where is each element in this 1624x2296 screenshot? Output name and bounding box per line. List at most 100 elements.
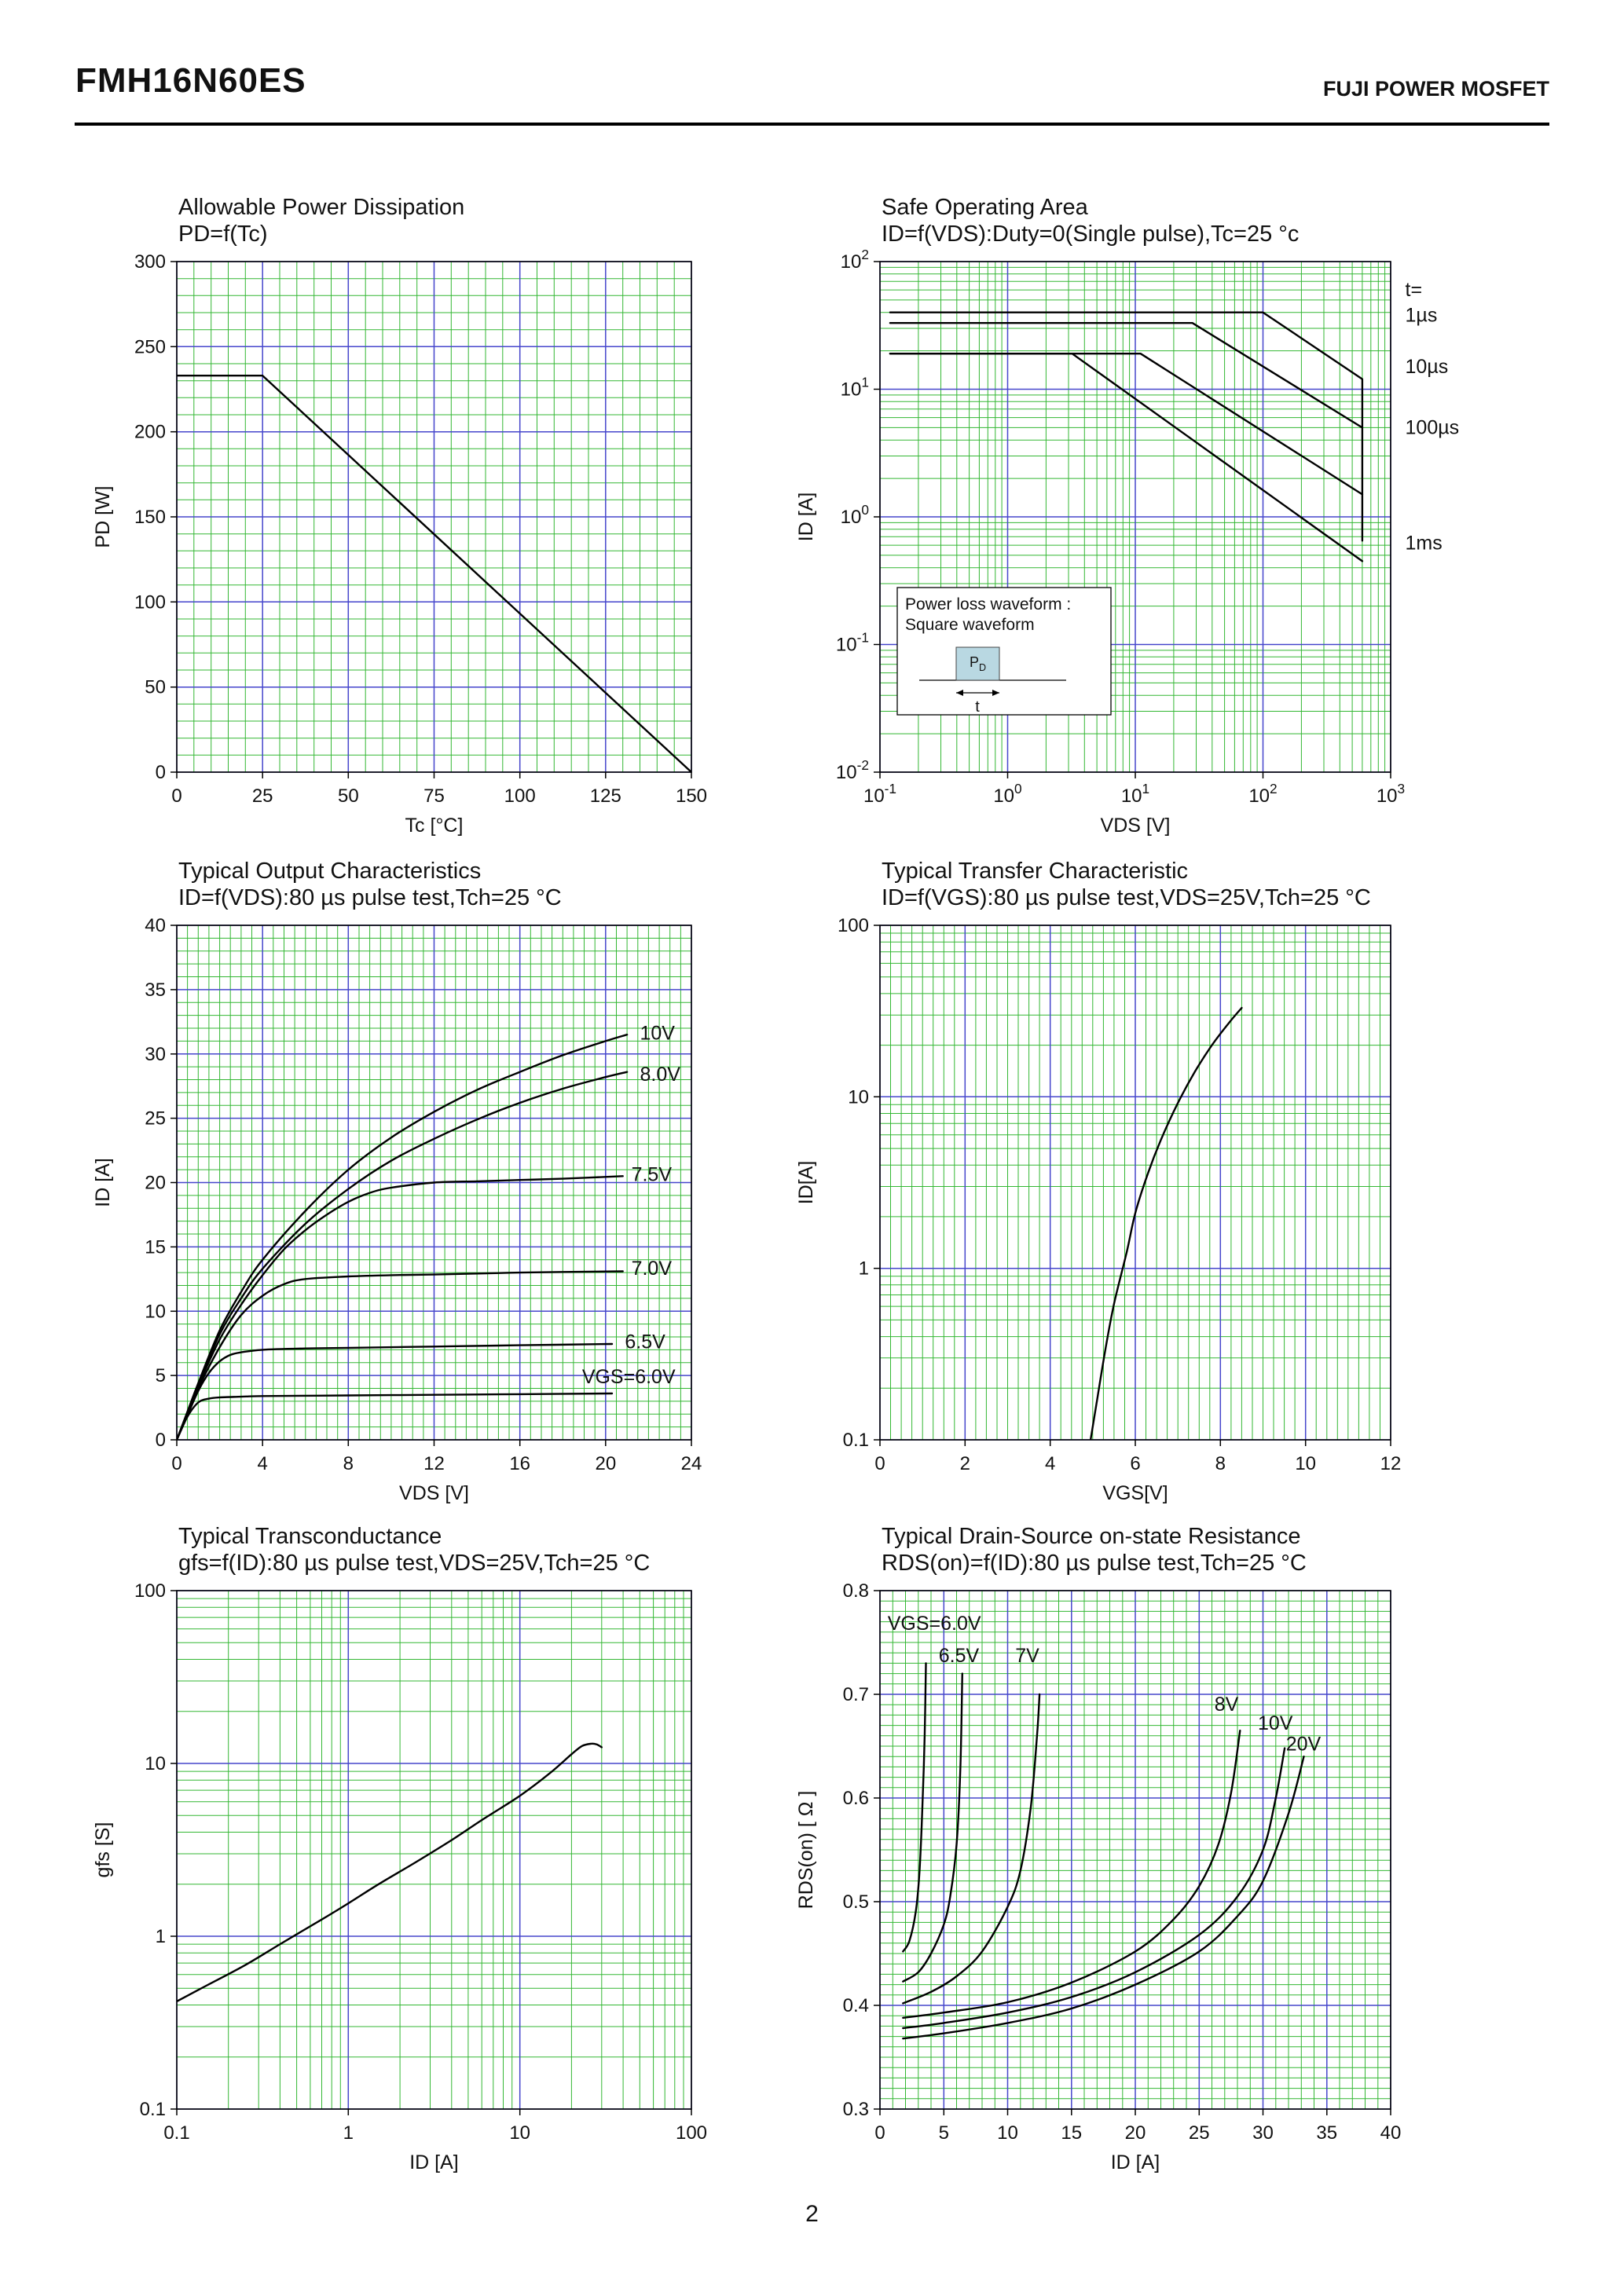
x-tick-label: 10-1 — [863, 781, 896, 807]
y-tick-label: 0.8 — [843, 1580, 869, 1602]
chart-title: Typical Output Characteristics — [178, 859, 481, 884]
x-tick-label: 6 — [1130, 1453, 1140, 1474]
chart-subtitle: ID=f(VGS):80 µs pulse test,VDS=25V,Tch=2… — [882, 885, 1371, 910]
y-tick-label: 0.1 — [843, 1430, 869, 1451]
series-100-s — [889, 353, 1364, 496]
y-tick-label: 0.4 — [843, 1995, 869, 2016]
x-tick-label: 2 — [960, 1453, 970, 1474]
y-tick-label: 10 — [145, 1753, 166, 1774]
series-7v — [902, 1693, 1041, 2005]
x-tick-label: 0 — [171, 785, 181, 807]
y-tick-label: 20 — [145, 1173, 166, 1194]
curve-label: 6.5V — [625, 1331, 665, 1353]
x-tick-label: 101 — [1121, 781, 1149, 807]
chart-subtitle: ID=f(VDS):80 µs pulse test,Tch=25 °C — [178, 885, 562, 910]
page-number: 2 — [805, 2201, 819, 2227]
chart-title: Typical Transconductance — [178, 1524, 442, 1549]
y-tick-label: 100 — [134, 1580, 166, 1602]
x-tick-label: 102 — [1248, 781, 1277, 807]
x-axis-title: ID [A] — [1111, 2151, 1160, 2173]
series-group — [889, 311, 1364, 562]
series-8.0v — [177, 1071, 629, 1440]
grid-major — [176, 261, 692, 773]
series-7.0v — [177, 1270, 624, 1440]
x-tick-label: 20 — [595, 1453, 616, 1474]
series-id — [1089, 1006, 1243, 1440]
x-axis-title: ID [A] — [409, 2151, 459, 2173]
y-tick-label: 5 — [156, 1365, 166, 1386]
y-axis-title: ID [A] — [795, 493, 817, 542]
series-8v — [902, 1730, 1241, 2019]
chart-subtitle: gfs=f(ID):80 µs pulse test,VDS=25V,Tch=2… — [178, 1551, 650, 1576]
y-axis-title: ID[A] — [795, 1161, 817, 1205]
series-20v — [902, 1756, 1305, 2040]
chart-output-characteristics: 0 4 8 12 16 20 24 0 5 10 15 20 25 30 35 40 VDS [V] ID [A]… — [92, 859, 702, 1504]
plot-border — [176, 1590, 692, 2110]
curve-label: 20V — [1286, 1733, 1322, 1755]
axis-ticks — [874, 1590, 1391, 2115]
curve-label: 7V — [1015, 1645, 1039, 1667]
y-tick-label: 10 — [145, 1301, 166, 1322]
curve-label: 7.0V — [632, 1258, 673, 1280]
x-tick-label: 100 — [504, 785, 536, 807]
series-group — [177, 375, 691, 772]
chart-transconductance: 0.1 1 10 100 0.1 1 10 100 ID [A] gfs [S] Typical T… — [92, 1524, 707, 2173]
curve-label: 7.5V — [632, 1164, 673, 1186]
y-tick-label: 50 — [145, 677, 166, 698]
curve-label: VGS=6.0V — [582, 1366, 676, 1388]
x-tick-label: 100 — [993, 781, 1021, 807]
x-tick-label: 12 — [1380, 1453, 1402, 1474]
chart-rds-on: 0 5 10 15 20 25 30 35 40 0.3 0.4 0.5 0.6 0.7 0.8 ID [A]… — [795, 1524, 1402, 2173]
curve-label: 1ms — [1406, 533, 1443, 555]
x-tick-label: 100 — [676, 2122, 707, 2144]
x-tick-label: 50 — [338, 785, 359, 807]
curve-label: 10V — [1258, 1712, 1293, 1734]
axis-ticks — [170, 261, 692, 778]
x-tick-label: 30 — [1252, 2122, 1274, 2144]
y-tick-label: 0 — [156, 1430, 166, 1451]
x-tick-label: 1 — [343, 2122, 354, 2144]
x-tick-label: 8 — [1215, 1453, 1226, 1474]
x-tick-label: 5 — [939, 2122, 949, 2144]
chart-subtitle: ID=f(VDS):Duty=0(Single pulse),Tc=25 °c — [882, 222, 1299, 247]
chart-title: Typical Transfer Characteristic — [882, 859, 1188, 884]
grid-minor — [177, 1591, 691, 2109]
y-tick-label: 0 — [156, 762, 166, 783]
x-tick-label: 40 — [1380, 2122, 1402, 2144]
y-tick-label: 10 — [848, 1086, 869, 1108]
series-group — [177, 1034, 629, 1440]
y-tick-label: 15 — [145, 1236, 166, 1258]
header-rule — [75, 123, 1549, 126]
y-axis-title: PD [W] — [92, 485, 114, 547]
series-vgs-6.0v — [177, 1392, 614, 1440]
x-tick-label: 25 — [252, 785, 273, 807]
curve-label: 8.0V — [640, 1064, 681, 1086]
x-tick-label: 4 — [1045, 1453, 1055, 1474]
brand-title: FUJI POWER MOSFET — [1322, 77, 1549, 101]
y-tick-label: 100 — [838, 915, 869, 936]
series-10-s — [889, 322, 1364, 429]
y-axis-title: RDS(on) [ Ω ] — [795, 1791, 817, 1910]
y-tick-label: 150 — [134, 507, 166, 528]
y-tick-label: 0.6 — [843, 1788, 869, 1809]
chart-title: Allowable Power Dissipation — [178, 195, 464, 220]
series-7.5v — [177, 1175, 624, 1440]
x-axis-title: VDS [V] — [399, 1482, 469, 1504]
chart-subtitle: RDS(on)=f(ID):80 µs pulse test,Tch=25 °C — [882, 1551, 1307, 1576]
x-tick-label: 10 — [997, 2122, 1018, 2144]
x-tick-label: 20 — [1125, 2122, 1146, 2144]
inset-line2: Square waveform — [905, 616, 1035, 634]
curve-label: 8V — [1215, 1694, 1239, 1716]
y-tick-label: 35 — [145, 980, 166, 1001]
series-t-1-s — [889, 311, 1364, 542]
x-tick-label: 0.1 — [163, 2122, 189, 2144]
x-tick-label: 0 — [874, 2122, 885, 2144]
chart-allowable-power-dissipation: 0 25 50 75 100 125 150 0 50 100 150 200 250 300 Tc [°C… — [92, 195, 707, 837]
y-axis-title: gfs [S] — [92, 1822, 114, 1878]
y-tick-label: 0.7 — [843, 1684, 869, 1705]
series-6.5v — [177, 1342, 614, 1440]
curve-label: t= — [1406, 279, 1423, 301]
axis-ticks — [170, 925, 692, 1446]
x-tick-label: 12 — [423, 1453, 445, 1474]
